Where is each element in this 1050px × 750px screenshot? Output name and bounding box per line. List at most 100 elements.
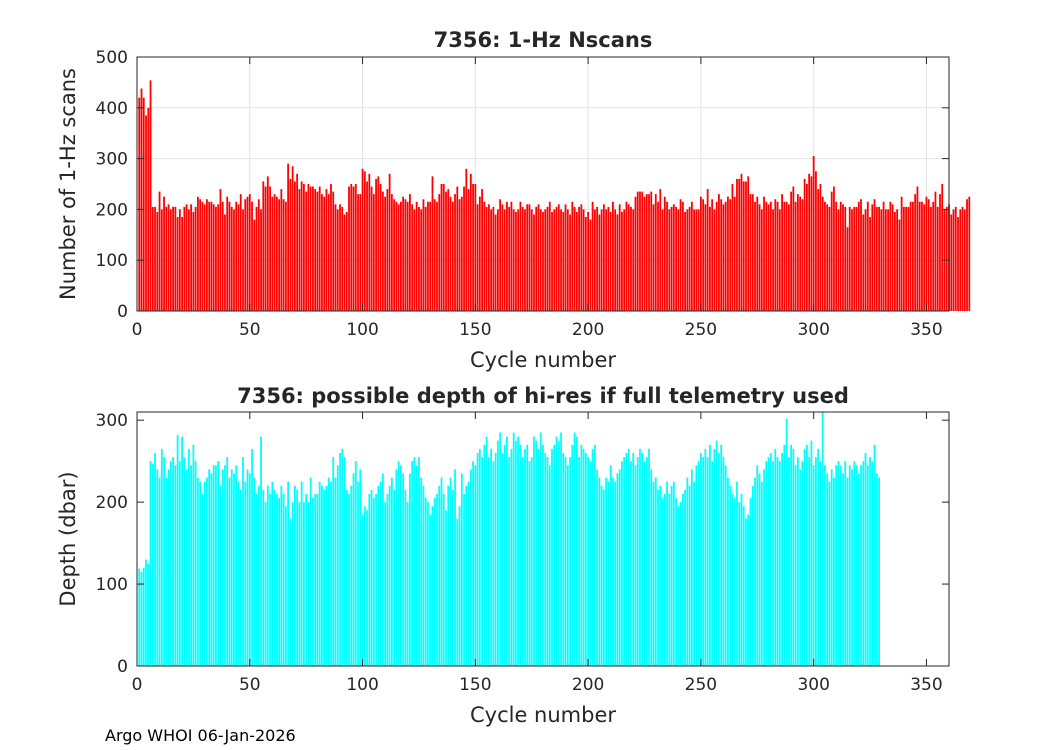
bar	[589, 461, 592, 666]
bar	[440, 477, 443, 666]
y-tick-label: 100	[96, 575, 128, 595]
bar	[506, 201, 508, 311]
bar	[731, 184, 734, 311]
bar	[199, 199, 202, 311]
bar	[790, 191, 793, 311]
bar	[880, 209, 883, 311]
bar	[190, 465, 193, 666]
bar	[354, 461, 357, 666]
bar	[812, 465, 815, 666]
bar	[429, 201, 432, 311]
bar	[921, 201, 923, 311]
bar	[312, 186, 314, 311]
bar	[460, 473, 463, 666]
bar	[860, 465, 862, 666]
bar	[458, 506, 461, 666]
bar	[460, 196, 463, 311]
x-tick-label: 350	[910, 320, 942, 340]
bar	[578, 457, 580, 666]
bar	[492, 461, 495, 666]
bar	[684, 211, 686, 311]
bar	[206, 477, 208, 666]
bar	[625, 201, 628, 311]
bar	[332, 457, 335, 666]
bar	[303, 184, 305, 311]
y-tick-label: 500	[96, 48, 128, 68]
bar	[506, 436, 508, 666]
bar	[571, 201, 574, 311]
bar	[181, 217, 184, 311]
bar	[684, 489, 686, 666]
bar	[332, 191, 335, 311]
bar	[661, 209, 664, 311]
bar	[968, 196, 971, 311]
bar	[774, 448, 777, 666]
bar	[379, 481, 382, 666]
bar	[190, 204, 193, 311]
bar	[812, 156, 815, 311]
bar	[733, 196, 736, 311]
bar	[300, 481, 303, 666]
bar	[269, 186, 271, 311]
bar	[172, 206, 174, 311]
bar	[463, 493, 465, 666]
bar	[839, 201, 842, 311]
bar	[142, 567, 145, 666]
tick-labels: 0 50 100 150 200 250 300 350 0 100 200 300	[96, 411, 949, 695]
bar	[893, 211, 896, 311]
bar	[546, 206, 549, 311]
bar	[756, 196, 759, 311]
bar	[652, 204, 655, 311]
bar	[454, 194, 456, 311]
bar	[402, 473, 405, 666]
bar	[799, 469, 802, 666]
bar	[465, 168, 468, 311]
bar	[278, 498, 280, 666]
bar	[230, 469, 233, 666]
bar	[409, 194, 411, 311]
bar	[242, 209, 244, 311]
bar	[539, 432, 542, 666]
bar	[760, 481, 763, 666]
bar	[221, 469, 224, 666]
bar	[587, 457, 590, 666]
bar	[393, 489, 396, 666]
bar	[181, 436, 184, 666]
bar	[377, 485, 380, 666]
bar	[318, 481, 321, 666]
bar	[492, 206, 495, 311]
bar	[431, 176, 434, 311]
bar	[711, 199, 714, 311]
bar	[562, 211, 565, 311]
bar	[672, 204, 675, 311]
bar	[436, 493, 438, 666]
bar	[384, 502, 387, 666]
bar	[386, 189, 389, 311]
bar	[260, 436, 262, 666]
bar	[187, 209, 190, 311]
bar	[945, 206, 948, 311]
bar	[298, 189, 301, 311]
bar	[158, 191, 161, 311]
bar	[280, 485, 283, 666]
bar	[754, 477, 756, 666]
bar	[271, 481, 274, 666]
x-tick-label: 200	[572, 675, 604, 695]
bar	[542, 211, 544, 311]
bar	[675, 498, 677, 666]
bar	[215, 465, 217, 666]
bar	[158, 477, 161, 666]
bar	[282, 199, 285, 311]
bar	[533, 436, 535, 666]
bar	[160, 209, 163, 311]
bar	[501, 452, 504, 666]
bar	[826, 204, 829, 311]
bar	[605, 477, 608, 666]
bar	[404, 199, 407, 311]
bar	[643, 461, 646, 666]
bar	[289, 518, 292, 666]
bar	[821, 412, 824, 666]
bar	[966, 199, 968, 311]
bar	[824, 201, 826, 311]
bar	[930, 206, 932, 311]
